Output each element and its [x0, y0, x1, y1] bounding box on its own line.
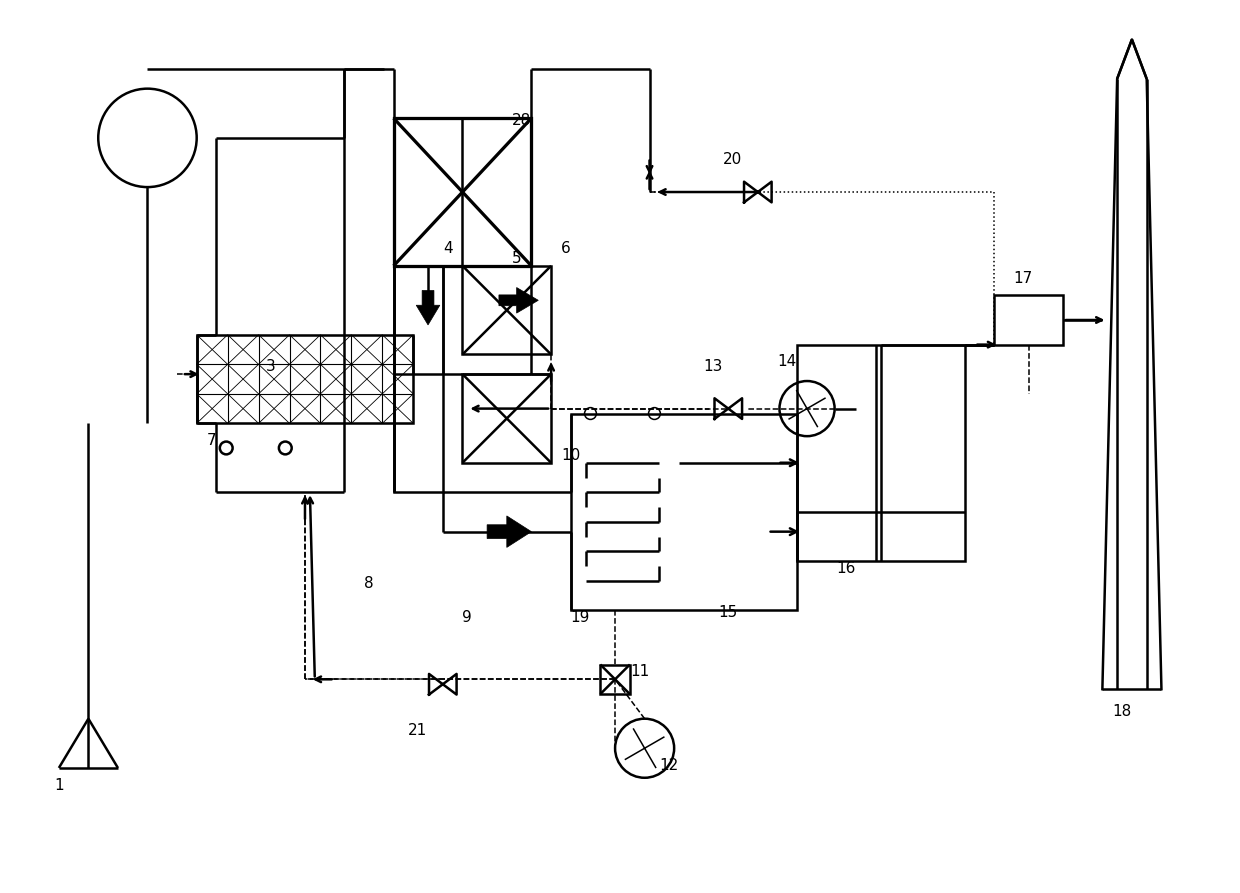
Text: 10: 10 — [560, 447, 580, 463]
Text: 12: 12 — [660, 758, 678, 772]
Text: 4: 4 — [443, 241, 453, 256]
Bar — [393, 266, 443, 492]
Text: 5: 5 — [512, 251, 521, 266]
Text: 18: 18 — [1112, 704, 1131, 719]
Text: 9: 9 — [463, 610, 472, 625]
Text: 6: 6 — [560, 241, 570, 256]
Text: 17: 17 — [1014, 271, 1033, 286]
Bar — [197, 335, 413, 423]
Text: 28: 28 — [512, 113, 531, 128]
Bar — [600, 664, 630, 694]
Text: 1: 1 — [55, 778, 63, 792]
Bar — [463, 374, 551, 463]
Polygon shape — [498, 288, 538, 313]
Text: 19: 19 — [570, 610, 590, 625]
Bar — [994, 296, 1063, 345]
Bar — [570, 413, 797, 611]
Bar — [393, 118, 532, 266]
Text: 21: 21 — [408, 723, 428, 739]
Text: 15: 15 — [718, 605, 738, 621]
Text: 20: 20 — [723, 153, 743, 167]
Text: 13: 13 — [703, 359, 723, 374]
Text: 16: 16 — [837, 561, 856, 576]
Text: 7: 7 — [207, 433, 216, 448]
Polygon shape — [487, 516, 532, 547]
Polygon shape — [417, 290, 440, 325]
Bar — [463, 266, 551, 355]
Text: 3: 3 — [265, 359, 275, 374]
Text: 11: 11 — [630, 664, 649, 680]
Text: 8: 8 — [365, 576, 373, 591]
Bar — [797, 345, 965, 561]
Text: 14: 14 — [777, 355, 797, 369]
